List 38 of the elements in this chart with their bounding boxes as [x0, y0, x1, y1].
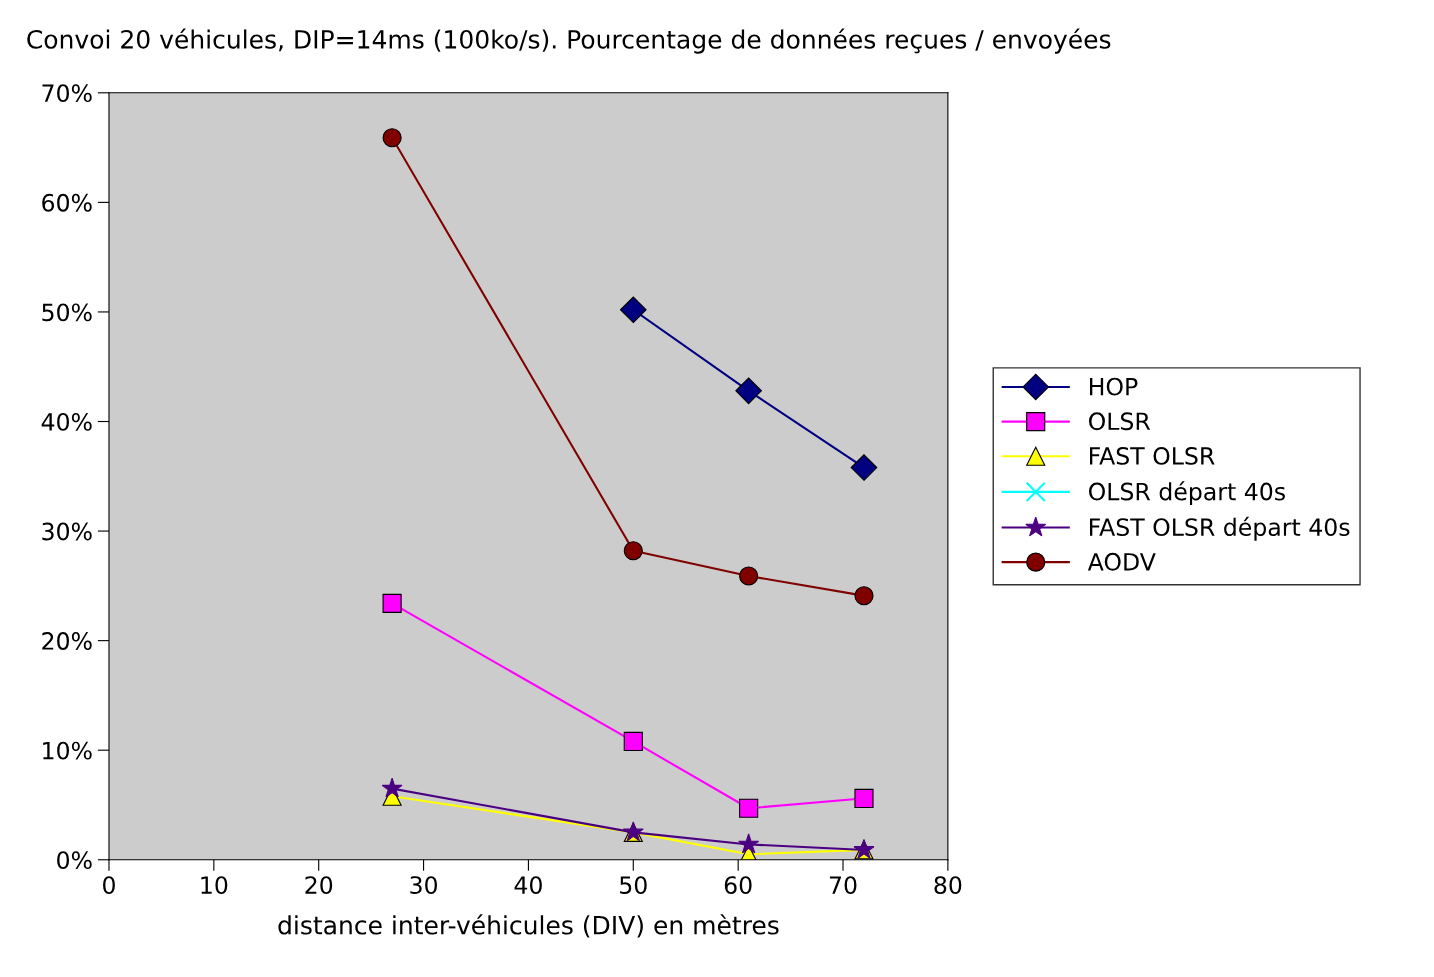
point: [623, 731, 643, 752]
x-axis-title: distance inter-véhicules (DIV) en mètres: [278, 914, 779, 938]
y-tick-label: 30%: [42, 522, 92, 541]
point: [738, 833, 760, 854]
x-tick-label: 0: [103, 876, 115, 895]
point: [623, 541, 643, 561]
point: [739, 566, 759, 586]
legend-label: FAST OLSR départ 40s: [1090, 516, 1350, 541]
point: [854, 586, 874, 606]
point: [382, 593, 402, 613]
legend-label: FAST OLSR: [1090, 447, 1215, 465]
x-tick-label: 50: [620, 876, 647, 895]
point: [854, 788, 874, 808]
y-tick-label: 50%: [42, 303, 92, 322]
point: [850, 454, 878, 481]
x-tick-label: 40: [514, 876, 542, 895]
x-tick-label: 10: [201, 876, 228, 895]
point: [739, 798, 759, 818]
point: [382, 128, 402, 148]
y-tick-label: 0%: [57, 851, 92, 870]
x-tick-label: 60: [724, 876, 752, 895]
y-tick-label: 10%: [43, 741, 92, 760]
y-tick-label: 40%: [41, 412, 92, 431]
legend-label: OLSR départ 40s: [1089, 481, 1285, 506]
y-tick-label: 70%: [42, 84, 92, 103]
y-tick-label: 60%: [42, 193, 92, 212]
x-tick-label: 20: [305, 876, 333, 895]
x-tick-label: 80: [934, 876, 962, 895]
point: [381, 777, 403, 798]
chart-title: Convoi 20 véhicules, DIP=14ms (100ko/s). Pourcentage de données reçues / envoyées: [27, 28, 1111, 54]
point: [619, 296, 647, 324]
point: [735, 377, 762, 405]
x-tick-label: 70: [829, 876, 857, 895]
legend-label: OLSR: [1089, 412, 1151, 431]
x-tick-label: 30: [410, 876, 438, 895]
legend-label: HOP: [1090, 377, 1138, 396]
y-tick-label: 20%: [42, 632, 92, 650]
legend-label: AODV: [1087, 552, 1156, 571]
